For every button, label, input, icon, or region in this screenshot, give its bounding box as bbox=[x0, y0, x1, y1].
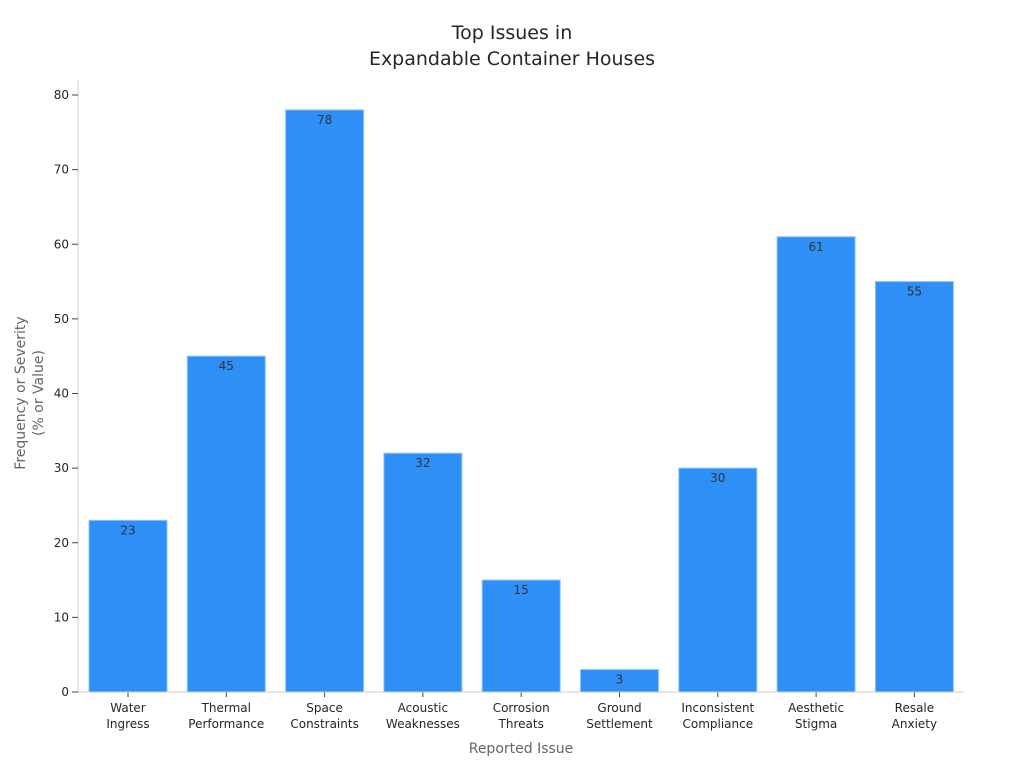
bar-value-label: 30 bbox=[710, 471, 725, 485]
y-tick-label: 50 bbox=[54, 312, 69, 326]
bar bbox=[776, 236, 856, 693]
x-tick-label: Weaknesses bbox=[386, 717, 460, 731]
y-tick-label: 30 bbox=[54, 461, 69, 475]
y-tick-label: 20 bbox=[54, 536, 69, 550]
x-tick-label: Constraints bbox=[290, 717, 358, 731]
y-axis-title-line-2: (% or Value) bbox=[31, 350, 47, 436]
y-tick-label: 0 bbox=[61, 685, 69, 699]
bar-value-label: 23 bbox=[120, 523, 135, 537]
x-tick-label: Resale bbox=[895, 701, 935, 715]
x-tick-label: Space bbox=[306, 701, 343, 715]
bar-value-label: 15 bbox=[514, 583, 529, 597]
chart-title-line-2: Expandable Container Houses bbox=[368, 48, 656, 70]
axes-group: Water Ingress Thermal Performance Space Const… bbox=[54, 80, 964, 731]
bar-value-label: 61 bbox=[808, 240, 823, 254]
bar bbox=[874, 281, 954, 693]
y-axis-title-line-1: Frequency or Severity bbox=[13, 316, 29, 470]
x-tick-label: Compliance bbox=[682, 717, 753, 731]
bar-value-label: 45 bbox=[219, 359, 234, 373]
bar-value-label: 55 bbox=[907, 285, 922, 299]
x-tick-label: Thermal bbox=[201, 701, 251, 715]
x-tick-label: Water bbox=[110, 701, 146, 715]
chart-title: Top Issues in Expandable Container House… bbox=[0, 20, 1024, 72]
bar bbox=[186, 355, 266, 693]
x-tick-label: Settlement bbox=[586, 717, 653, 731]
bar-value-label: 78 bbox=[317, 113, 332, 127]
bar bbox=[383, 452, 463, 693]
x-tick-label: Acoustic bbox=[398, 701, 448, 715]
bar-value-label: 3 bbox=[616, 673, 624, 687]
x-tick-label: Threats bbox=[498, 717, 544, 731]
y-tick-label: 70 bbox=[54, 163, 69, 177]
y-tick-label: 80 bbox=[54, 88, 69, 102]
y-tick-label: 60 bbox=[54, 237, 69, 251]
x-tick-label: Stigma bbox=[795, 717, 837, 731]
y-tick-label: 10 bbox=[54, 610, 69, 624]
x-tick-label: Aesthetic bbox=[788, 701, 844, 715]
x-tick-label: Corrosion bbox=[493, 701, 550, 715]
x-tick-label: Performance bbox=[188, 717, 264, 731]
bar bbox=[481, 579, 561, 693]
bar bbox=[88, 519, 168, 693]
x-tick-label: Anxiety bbox=[892, 717, 937, 731]
x-tick-label: Ground bbox=[597, 701, 641, 715]
y-axis-title: Frequency or Severity (% or Value) bbox=[12, 283, 48, 503]
x-axis-title: Reported Issue bbox=[468, 741, 574, 757]
bar bbox=[678, 467, 758, 693]
x-tick-label: Ingress bbox=[106, 717, 149, 731]
bar bbox=[285, 109, 365, 693]
bar-value-label: 32 bbox=[415, 456, 430, 470]
chart-title-line-1: Top Issues in bbox=[451, 22, 573, 44]
bars-group: 23 45 78 32 15 3 30 61 55 bbox=[88, 109, 954, 693]
y-tick-label: 40 bbox=[54, 387, 69, 401]
x-tick-label: Inconsistent bbox=[681, 701, 754, 715]
